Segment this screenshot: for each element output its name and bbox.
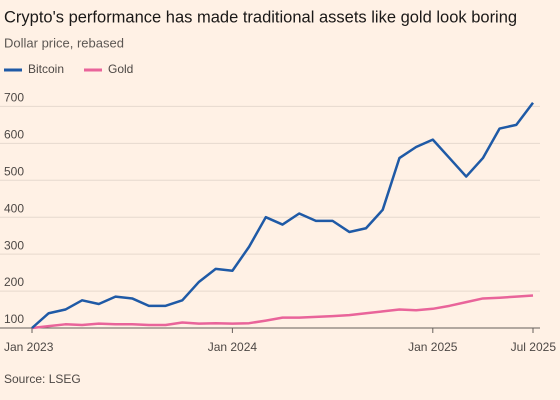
x-tick-label: Jan 2023 [4,340,54,354]
y-tick-label: 400 [4,201,24,215]
legend-label: Gold [108,62,133,76]
source: Source: LSEG [4,372,81,386]
y-tick-label: 600 [4,127,24,141]
x-tick-label: Jan 2024 [208,340,258,354]
x-tick-label: Jul 2025 [511,340,557,354]
y-tick-label: 700 [4,91,24,105]
line-series [31,101,534,329]
y-tick-label: 200 [4,275,24,289]
line-series [31,294,534,330]
chart-title: Crypto's performance has made traditiona… [4,8,517,26]
y-tick-label: 500 [4,164,24,178]
legend-label: Bitcoin [28,62,64,76]
y-tick-label: 300 [4,238,24,252]
x-tick-label: Jan 2025 [408,340,458,354]
y-tick-label: 100 [4,312,24,326]
chart-subtitle: Dollar price, rebased [4,35,124,50]
